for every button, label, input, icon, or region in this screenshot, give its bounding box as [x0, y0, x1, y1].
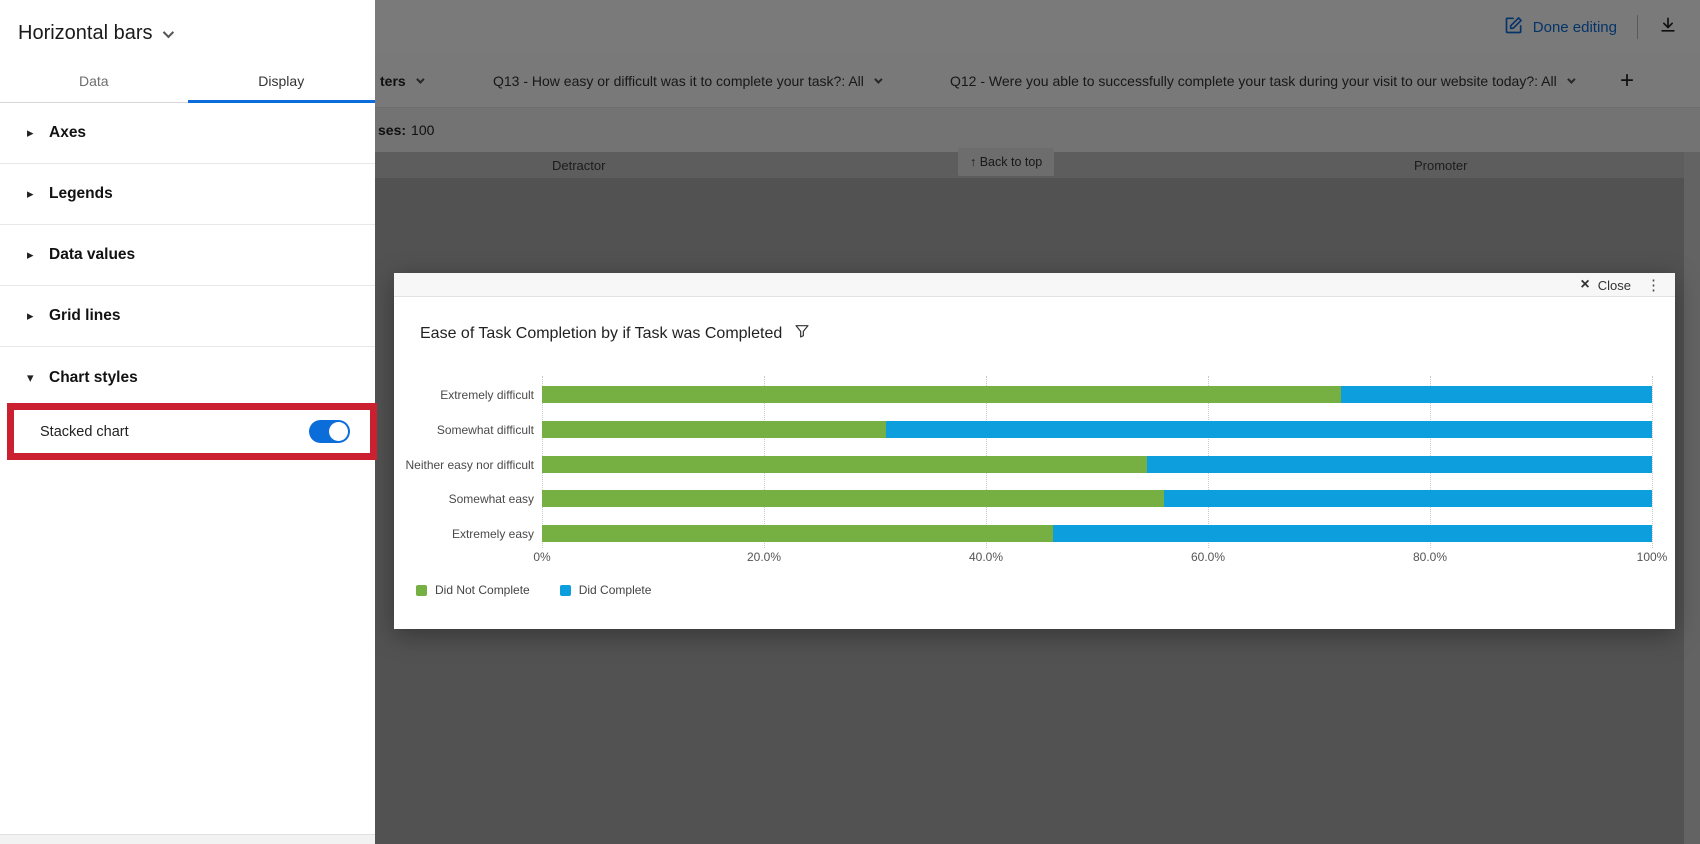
section-label: Chart styles: [49, 368, 138, 386]
bar-row: [542, 490, 1652, 508]
category-label: Extremely difficult: [440, 388, 534, 402]
close-button[interactable]: × Close: [1580, 273, 1631, 297]
panel-sections: ▸ Axes ▸ Legends ▸ Data values ▸ Grid lines ▾ Cha…: [0, 103, 375, 408]
chart-settings-panel: Horizontal bars Data Display ▸ Axes ▸ Legen…: [0, 0, 377, 844]
x-axis-tick: 100%: [1636, 550, 1668, 564]
legend-item-did-complete[interactable]: Did Complete: [559, 583, 652, 597]
chevron-down-icon: [162, 26, 174, 38]
legend-swatch: [559, 584, 571, 596]
bar-segment-did-not-complete[interactable]: [542, 420, 887, 438]
panel-section-chart-styles[interactable]: ▾ Chart styles: [0, 347, 375, 408]
x-axis-tick: 0%: [533, 550, 551, 564]
stacked-chart-label: Stacked chart: [40, 423, 129, 440]
section-label: Legends: [49, 185, 113, 202]
legend-label: Did Not Complete: [435, 583, 530, 597]
x-axis-tick: 60.0%: [1190, 550, 1226, 564]
panel-section-legends[interactable]: ▸ Legends: [0, 164, 375, 225]
bar-segment-did-not-complete[interactable]: [542, 525, 1053, 543]
kebab-menu-icon[interactable]: ⋮: [1646, 277, 1661, 294]
active-tab-underline: [187, 100, 375, 103]
caret-collapsed-icon: ▸: [27, 186, 34, 201]
bar-row: [542, 525, 1652, 543]
caret-collapsed-icon: ▸: [27, 308, 34, 323]
panel-title-label: Horizontal bars: [18, 22, 153, 44]
bar-row: [542, 386, 1652, 403]
panel-title[interactable]: Horizontal bars: [0, 0, 375, 59]
widget-preview-modal: × Close ⋮ Ease of Task Completion by if …: [394, 273, 1675, 629]
bar-segment-did-complete[interactable]: [1052, 525, 1652, 543]
bar-segment-did-complete[interactable]: [886, 420, 1652, 438]
bar-row: [542, 455, 1652, 473]
x-axis-tick: 80.0%: [1412, 550, 1448, 564]
close-icon: ×: [1580, 276, 1590, 293]
section-label: Grid lines: [49, 307, 121, 324]
panel-section-data-values[interactable]: ▸ Data values: [0, 225, 375, 286]
section-label: Data values: [49, 246, 136, 263]
panel-tabs: Data Display: [0, 59, 375, 103]
filter-funnel-icon[interactable]: [794, 323, 810, 344]
bar-row: [542, 420, 1652, 438]
category-label: Neither easy nor difficult: [405, 457, 534, 472]
chart-title: Ease of Task Completion by if Task was C…: [420, 324, 783, 342]
category-label: Extremely easy: [451, 527, 534, 542]
panel-section-axes[interactable]: ▸ Axes: [0, 103, 375, 164]
toggle-knob: [329, 422, 348, 441]
bar-segment-did-not-complete[interactable]: [542, 455, 1147, 473]
bar-segment-did-not-complete[interactable]: [542, 386, 1342, 403]
highlight-annotation: Stacked chart: [7, 403, 377, 460]
legend-label: Did Complete: [578, 583, 652, 597]
tab-data[interactable]: Data: [78, 72, 109, 89]
panel-footer: [0, 834, 375, 844]
legend-swatch: [416, 584, 427, 596]
close-label: Close: [1597, 277, 1631, 293]
x-axis-tick: 20.0%: [746, 550, 782, 564]
modal-header: × Close ⋮: [394, 273, 1675, 297]
category-label: Somewhat easy: [448, 492, 534, 507]
legend-item-did-not-complete[interactable]: Did Not Complete: [416, 583, 530, 597]
bar-segment-did-complete[interactable]: [1163, 490, 1652, 508]
section-label: Axes: [49, 124, 87, 141]
gridline: [1652, 376, 1653, 548]
caret-expanded-icon: ▾: [27, 369, 34, 385]
caret-collapsed-icon: ▸: [27, 125, 34, 140]
panel-section-grid-lines[interactable]: ▸ Grid lines: [0, 286, 375, 347]
caret-collapsed-icon: ▸: [27, 247, 34, 262]
bar-segment-did-not-complete[interactable]: [542, 490, 1164, 508]
chart-legend: Did Not Complete Did Complete: [416, 583, 651, 597]
bar-segment-did-complete[interactable]: [1341, 386, 1652, 403]
bar-segment-did-complete[interactable]: [1146, 455, 1652, 473]
category-label: Somewhat difficult: [436, 422, 534, 437]
tab-display[interactable]: Display: [258, 72, 305, 89]
stacked-chart-toggle[interactable]: [309, 420, 350, 443]
x-axis-tick: 40.0%: [968, 550, 1004, 564]
